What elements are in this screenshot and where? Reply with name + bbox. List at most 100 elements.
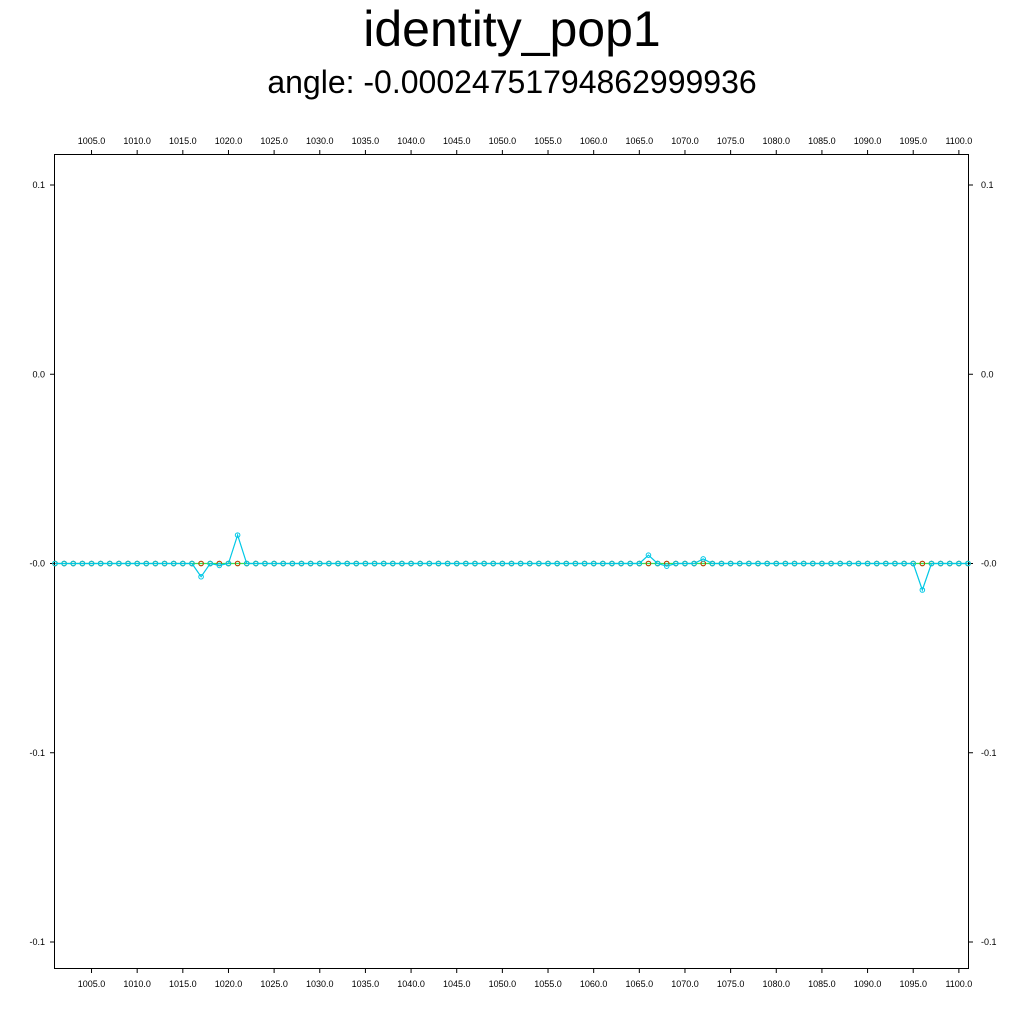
series-2-point bbox=[600, 560, 606, 567]
series-2-point bbox=[262, 560, 268, 567]
series-2-point bbox=[417, 560, 424, 567]
series-2-point bbox=[700, 556, 707, 562]
series-2-point bbox=[563, 560, 570, 567]
series-2-point bbox=[536, 560, 542, 567]
series-2-point bbox=[773, 560, 780, 567]
series-2-point bbox=[435, 560, 442, 567]
series-2-point bbox=[271, 560, 277, 567]
series-2-point bbox=[609, 560, 615, 567]
series-1-point bbox=[645, 560, 652, 567]
x-tick-label-top: 1095.0 bbox=[899, 136, 927, 146]
series-2-point bbox=[864, 560, 871, 567]
chart-title: identity_pop1 bbox=[363, 1, 661, 57]
series-2-point bbox=[161, 560, 168, 567]
series-2-point bbox=[426, 560, 433, 567]
series-2-point bbox=[444, 560, 451, 567]
x-tick-label-top: 1100.0 bbox=[945, 136, 972, 146]
series-2-point bbox=[873, 560, 880, 567]
series-2-point bbox=[216, 562, 223, 569]
x-tick-label-bottom: 1045.0 bbox=[443, 979, 471, 989]
series-2-point bbox=[307, 560, 314, 567]
series-2-point bbox=[746, 560, 752, 567]
x-tick-label-top: 1025.0 bbox=[260, 136, 288, 146]
series-2-point bbox=[472, 560, 478, 567]
x-tick-label-top: 1070.0 bbox=[671, 136, 699, 146]
y-tick-label-right: -0.1 bbox=[981, 748, 997, 758]
series-2-point bbox=[481, 560, 487, 567]
y-tick-label-left: 0.0 bbox=[32, 369, 45, 379]
series-2-point bbox=[243, 560, 250, 567]
series-2-point bbox=[335, 560, 341, 567]
series-2-point bbox=[463, 560, 469, 567]
series-2-point bbox=[526, 560, 533, 567]
series-2-point bbox=[116, 560, 122, 567]
series-2-point bbox=[289, 560, 296, 567]
series-2-point bbox=[170, 560, 177, 567]
x-tick-label-bottom: 1005.0 bbox=[78, 979, 106, 989]
series-2-point bbox=[800, 560, 807, 567]
series-2-point bbox=[636, 560, 643, 567]
series-2-point bbox=[225, 560, 232, 567]
x-tick-label-top: 1015.0 bbox=[169, 136, 197, 146]
series-2-point bbox=[253, 560, 259, 567]
series-2-point bbox=[70, 560, 77, 567]
x-tick-label-top: 1065.0 bbox=[626, 136, 654, 146]
x-tick-label-top: 1020.0 bbox=[215, 136, 243, 146]
x-tick-label-bottom: 1025.0 bbox=[260, 979, 288, 989]
x-tick-label-top: 1010.0 bbox=[123, 136, 151, 146]
x-tick-label-top: 1030.0 bbox=[306, 136, 334, 146]
y-tick-label-right: 0.0 bbox=[981, 369, 994, 379]
series-2-point bbox=[198, 573, 204, 580]
series-2-point bbox=[965, 560, 971, 567]
series-2-point bbox=[545, 560, 551, 567]
series-2-point bbox=[326, 560, 332, 567]
series-1-point bbox=[198, 560, 204, 567]
x-tick-label-top: 1005.0 bbox=[78, 136, 106, 146]
x-tick-label-bottom: 1080.0 bbox=[763, 979, 791, 989]
x-tick-label-bottom: 1010.0 bbox=[123, 979, 151, 989]
series-2-point bbox=[846, 560, 853, 567]
series-2-point bbox=[508, 560, 515, 567]
series-2-point bbox=[390, 560, 396, 567]
series-2-point bbox=[883, 560, 889, 567]
series-2-point bbox=[782, 560, 789, 567]
series-2-point bbox=[919, 587, 926, 593]
series-2-point bbox=[344, 560, 350, 567]
series-2-line bbox=[55, 533, 968, 592]
y-tick-label-left: -0.1 bbox=[29, 937, 45, 947]
series-2-point bbox=[837, 560, 843, 567]
x-tick-label-bottom: 1055.0 bbox=[534, 979, 562, 989]
series-2-point bbox=[901, 560, 907, 567]
series-2-point bbox=[152, 560, 159, 567]
x-tick-label-bottom: 1015.0 bbox=[169, 979, 197, 989]
series-2-point bbox=[956, 560, 962, 567]
series-2-point bbox=[937, 560, 944, 567]
x-tick-label-bottom: 1090.0 bbox=[854, 979, 882, 989]
series-2-point bbox=[490, 560, 497, 567]
series-2-point bbox=[572, 560, 579, 567]
chart-subtitle: angle: -0.00024751794862999936 bbox=[267, 64, 757, 100]
series-2-point bbox=[234, 532, 241, 538]
series-2-point bbox=[79, 560, 86, 567]
y-tick-label-left: 0.1 bbox=[32, 180, 45, 190]
x-tick-label-bottom: 1020.0 bbox=[215, 979, 243, 989]
series-2-point bbox=[727, 560, 734, 567]
x-tick-label-top: 1040.0 bbox=[397, 136, 425, 146]
x-tick-label-top: 1060.0 bbox=[580, 136, 608, 146]
y-tick-label-left: -0.1 bbox=[29, 748, 45, 758]
series-2-point bbox=[97, 560, 104, 567]
x-tick-label-bottom: 1100.0 bbox=[945, 979, 972, 989]
series-1-point bbox=[234, 560, 241, 567]
series-2-point bbox=[362, 560, 369, 567]
series-2-point bbox=[718, 560, 725, 567]
series-2-point bbox=[819, 560, 825, 567]
x-tick-label-top: 1035.0 bbox=[352, 136, 380, 146]
series-2-point bbox=[399, 560, 405, 567]
series-2-point bbox=[125, 560, 131, 567]
x-tick-label-bottom: 1065.0 bbox=[626, 979, 654, 989]
x-tick-label-top: 1085.0 bbox=[808, 136, 836, 146]
x-tick-label-bottom: 1075.0 bbox=[717, 979, 745, 989]
series-2-point bbox=[353, 560, 360, 567]
x-tick-label-top: 1050.0 bbox=[489, 136, 517, 146]
